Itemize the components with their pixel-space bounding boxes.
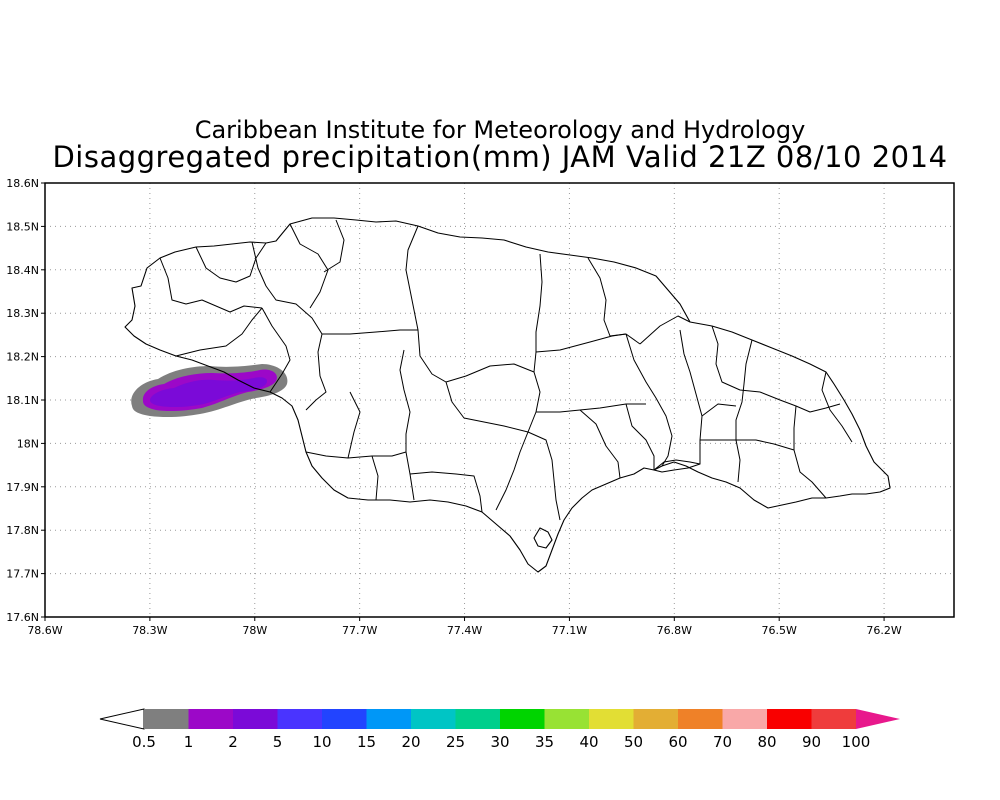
colorbar-swatch: [455, 709, 500, 729]
parish-boundary: [639, 315, 691, 345]
colorbar-swatch: [500, 709, 545, 729]
parish-boundary: [735, 339, 753, 483]
y-tick-label: 18.4N: [6, 264, 39, 277]
y-tick-label: 18.2N: [6, 351, 39, 364]
y-tick-label: 17.9N: [6, 481, 39, 494]
longitude-axis: 78.6W 78.3W 78W 77.7W 77.4W 77.1W 76.8W 76.5W 76…: [27, 617, 902, 637]
colorbar-swatch: [544, 709, 589, 729]
y-tick-label: 18.5N: [6, 220, 39, 233]
colorbar-label: 80: [757, 733, 776, 751]
parish-boundary: [175, 307, 263, 357]
colorbar-label: 50: [624, 733, 643, 751]
parish-boundary: [417, 329, 541, 433]
latitude-axis: 17.6N 17.7N 17.8N 17.9N 18N 18.1N 18.2N 18.3N 18…: [6, 177, 45, 624]
parish-boundary: [399, 349, 415, 501]
colorbar-label: 5: [273, 733, 283, 751]
colorbar-label: 40: [579, 733, 598, 751]
colorbar-label: 20: [401, 733, 420, 751]
x-tick-label: 76.2W: [866, 624, 901, 637]
coastline: [124, 217, 891, 573]
parish-boundary: [495, 431, 529, 511]
parish-boundary: [409, 471, 483, 513]
y-tick-label: 18.3N: [6, 307, 39, 320]
parish-boundary: [535, 333, 627, 353]
colorbar-swatch: [678, 709, 723, 729]
x-tick-label: 76.8W: [657, 624, 692, 637]
precipitation-shading: [131, 364, 288, 418]
y-tick-label: 18.6N: [6, 177, 39, 190]
colorbar-swatch: [277, 709, 322, 729]
parish-boundary: [701, 403, 737, 417]
parish-boundary: [527, 431, 561, 521]
colorbar-label: 25: [446, 733, 465, 751]
colorbar-swatch: [722, 709, 767, 729]
y-tick-label: 17.8N: [6, 524, 39, 537]
parish-boundary: [347, 391, 361, 459]
y-tick-label: 18.1N: [6, 394, 39, 407]
parish-boundary: [736, 439, 795, 451]
parish-boundary: [793, 405, 827, 499]
colorbar-label: 90: [802, 733, 821, 751]
parish-boundary: [159, 257, 263, 313]
x-tick-label: 77.1W: [552, 624, 587, 637]
title-line-1: Caribbean Institute for Meteorology and …: [194, 116, 806, 144]
parish-boundary: [625, 333, 673, 467]
colorbar-over-triangle: [856, 709, 900, 729]
colorbar-swatch: [233, 709, 278, 729]
x-tick-label: 77.7W: [342, 624, 377, 637]
colorbar-swatch: [144, 709, 189, 729]
x-tick-label: 78.3W: [132, 624, 167, 637]
parish-boundary: [445, 381, 529, 433]
colorbar: 0.5 1 2 5 10 15 20 25 30 35 40 50 60 70 80 90 100: [99, 708, 900, 751]
colorbar-swatch: [633, 709, 678, 729]
parish-boundary: [323, 219, 345, 273]
colorbar-swatch: [811, 709, 856, 729]
parish-boundary: [305, 451, 407, 459]
x-tick-label: 78W: [242, 624, 267, 637]
x-tick-label: 76.5W: [762, 624, 797, 637]
colorbar-label: 1: [184, 733, 194, 751]
colorbar-swatch: [411, 709, 456, 729]
x-tick-label: 77.4W: [447, 624, 482, 637]
parish-boundary: [821, 371, 853, 443]
colorbar-label: 10: [312, 733, 331, 751]
colorbar-label: 35: [535, 733, 554, 751]
colorbar-label: 0.5: [132, 733, 156, 751]
y-tick-label: 18N: [17, 437, 39, 450]
colorbar-label: 60: [668, 733, 687, 751]
parish-boundary: [251, 241, 323, 335]
portland-bight-coast: [533, 527, 553, 549]
precip-2-to-5: [150, 377, 268, 408]
colorbar-label: 2: [228, 733, 238, 751]
colorbar-swatch: [322, 709, 367, 729]
colorbar-swatch: [188, 709, 233, 729]
colorbar-label: 70: [713, 733, 732, 751]
colorbar-label: 30: [490, 733, 509, 751]
colorbar-swatch: [767, 709, 812, 729]
parish-boundary: [533, 253, 543, 373]
colorbar-label: 15: [357, 733, 376, 751]
parish-boundary: [579, 409, 621, 479]
parish-boundary: [371, 455, 379, 501]
colorbar-swatch: [366, 709, 411, 729]
x-tick-label: 78.6W: [27, 624, 62, 637]
parish-boundary: [261, 307, 291, 393]
parish-boundary: [759, 391, 841, 413]
colorbar-label: 100: [842, 733, 871, 751]
colorbar-swatch: [589, 709, 634, 729]
y-tick-label: 17.6N: [6, 611, 39, 624]
parish-boundary: [536, 403, 646, 413]
title-line-2: Disaggregated precipitation(mm) JAM Vali…: [52, 140, 948, 174]
colorbar-under-triangle: [99, 708, 145, 730]
y-tick-label: 17.7N: [6, 568, 39, 581]
parish-boundaries: [159, 219, 853, 521]
parish-boundary: [289, 223, 329, 309]
parish-boundary: [305, 333, 327, 411]
parish-boundary: [625, 403, 655, 470]
